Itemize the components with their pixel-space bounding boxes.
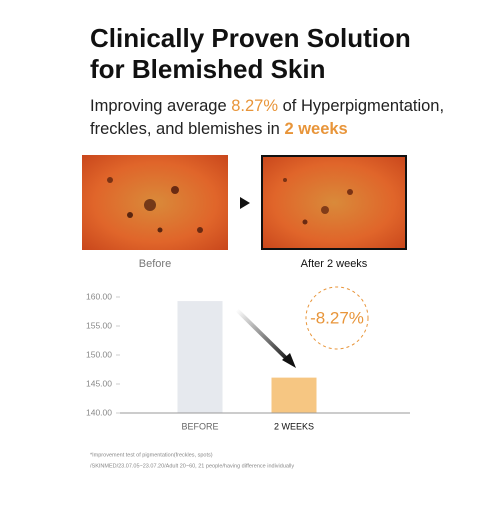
chart: 2 WEEKS BEFORE 160.00 155.00 150.00 145.00 140… xyxy=(86,286,410,431)
subtitle-highlight: 8.27% xyxy=(231,97,278,115)
x-tick-label: BEFORE xyxy=(181,421,218,431)
subtitle-part: Improving average xyxy=(90,97,231,115)
trend-arrowhead xyxy=(282,353,296,368)
y-tick-label: 160.00 xyxy=(86,291,112,301)
y-tick-label: 155.00 xyxy=(86,320,112,330)
image-label: Before xyxy=(139,258,171,270)
title-line: for Blemished Skin xyxy=(90,54,326,84)
y-tick-label: 140.00 xyxy=(86,407,112,417)
subtitle: Improving average 8.27% of Hyperpigmenta… xyxy=(90,97,444,115)
subtitle-part: of Hyperpigmentation, xyxy=(278,97,444,115)
subtitle-part: freckles, and blemishes in xyxy=(90,120,284,138)
arrow-icon xyxy=(240,197,250,209)
title-line: Clinically Proven Solution xyxy=(90,23,411,53)
footnote: *Improvement test of pigmentation(freckl… xyxy=(90,452,213,458)
image-label: After 2 weeks xyxy=(301,258,368,270)
annotation: -8.27% xyxy=(310,308,364,327)
y-tick-label: 145.00 xyxy=(86,378,112,388)
x-tick-label: 2 WEEKS xyxy=(274,421,314,431)
subtitle: freckles, and blemishes in 2 weeks xyxy=(90,120,348,138)
footnote: /SKINMED/23.07.05~23.07.20/Adult 20~60, … xyxy=(90,463,294,469)
y-tick-label: 150.00 xyxy=(86,349,112,359)
bar xyxy=(177,301,223,413)
trend-arrow xyxy=(235,308,292,364)
before-image xyxy=(82,155,228,250)
after-image xyxy=(261,155,407,250)
bar xyxy=(271,377,317,413)
subtitle-highlight: 2 weeks xyxy=(284,120,347,138)
annotation-circle xyxy=(305,286,369,350)
